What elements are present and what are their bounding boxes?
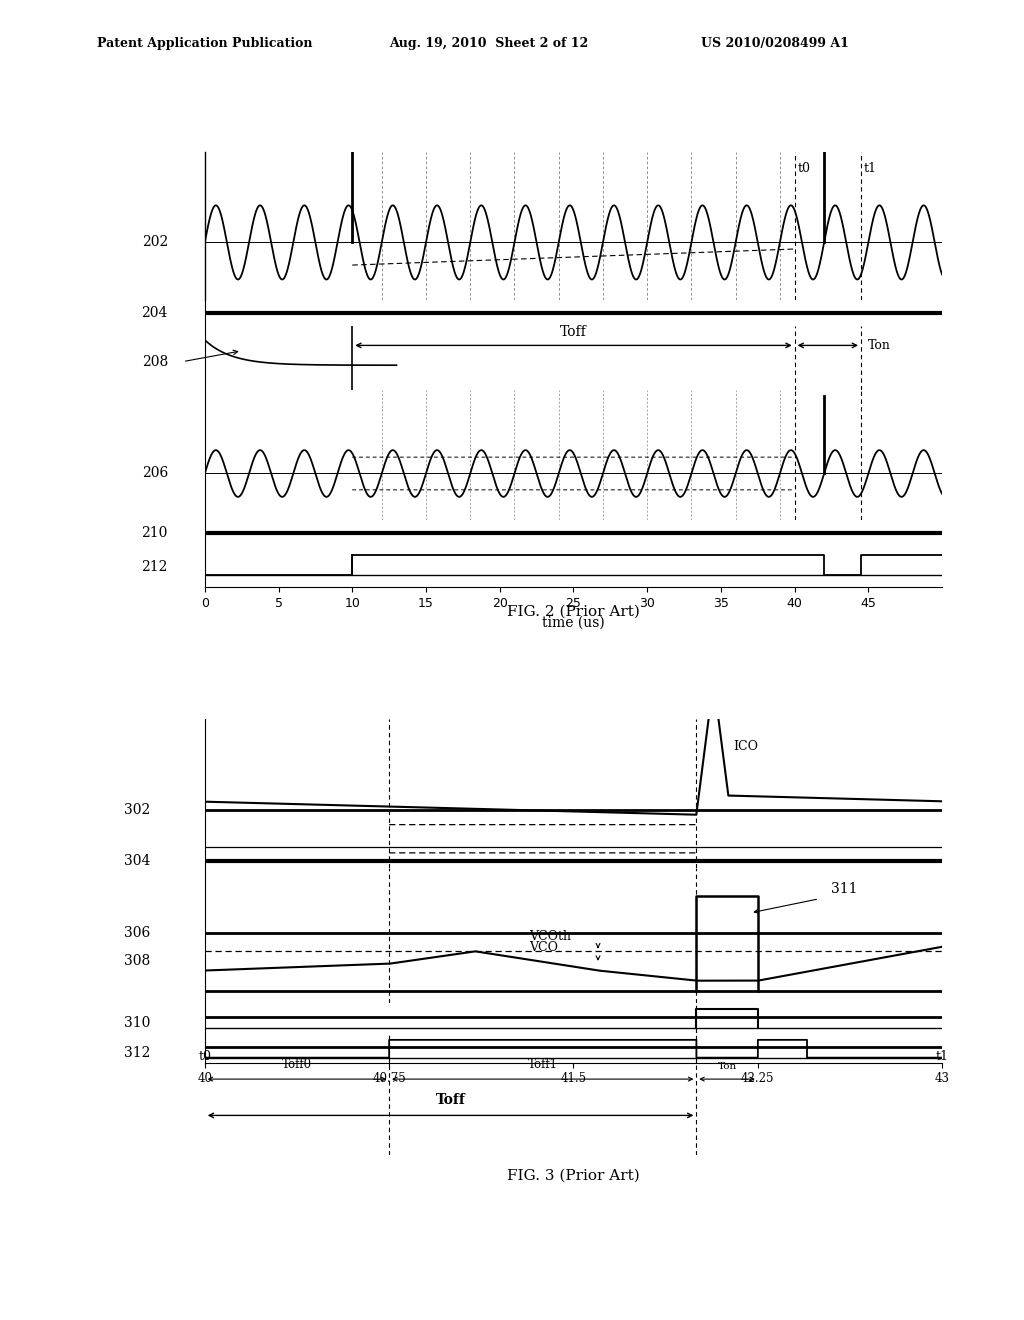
- Text: t0: t0: [199, 1049, 211, 1063]
- Text: Patent Application Publication: Patent Application Publication: [97, 37, 312, 50]
- Text: t1: t1: [936, 1049, 948, 1063]
- Text: 206: 206: [141, 466, 168, 480]
- Text: 210: 210: [141, 525, 168, 540]
- Text: Ton: Ton: [718, 1061, 736, 1071]
- Text: 308: 308: [125, 954, 151, 968]
- Text: t1: t1: [864, 162, 877, 176]
- Text: 312: 312: [124, 1045, 151, 1060]
- Text: 310: 310: [124, 1016, 151, 1030]
- Text: ICO: ICO: [733, 741, 758, 752]
- Text: t0: t0: [798, 162, 811, 176]
- Text: US 2010/0208499 A1: US 2010/0208499 A1: [701, 37, 849, 50]
- Text: Toff: Toff: [435, 1093, 466, 1107]
- Text: VCOth: VCOth: [529, 931, 571, 942]
- Text: Toff0: Toff0: [282, 1057, 312, 1071]
- Text: 204: 204: [141, 306, 168, 319]
- Text: 306: 306: [125, 925, 151, 940]
- Text: 311: 311: [831, 882, 858, 896]
- Text: 304: 304: [124, 854, 151, 867]
- Text: FIG. 2 (Prior Art): FIG. 2 (Prior Art): [507, 605, 640, 619]
- Text: VCO: VCO: [529, 941, 558, 954]
- Text: 202: 202: [141, 235, 168, 249]
- Text: 208: 208: [141, 355, 168, 368]
- Text: FIG. 3 (Prior Art): FIG. 3 (Prior Art): [507, 1168, 640, 1183]
- Text: 302: 302: [125, 804, 151, 817]
- Text: Toff1: Toff1: [527, 1057, 558, 1071]
- Text: Ton: Ton: [868, 339, 891, 352]
- Text: 212: 212: [141, 560, 168, 574]
- Text: Aug. 19, 2010  Sheet 2 of 12: Aug. 19, 2010 Sheet 2 of 12: [389, 37, 589, 50]
- X-axis label: time (us): time (us): [542, 615, 605, 630]
- Text: Toff: Toff: [560, 325, 587, 339]
